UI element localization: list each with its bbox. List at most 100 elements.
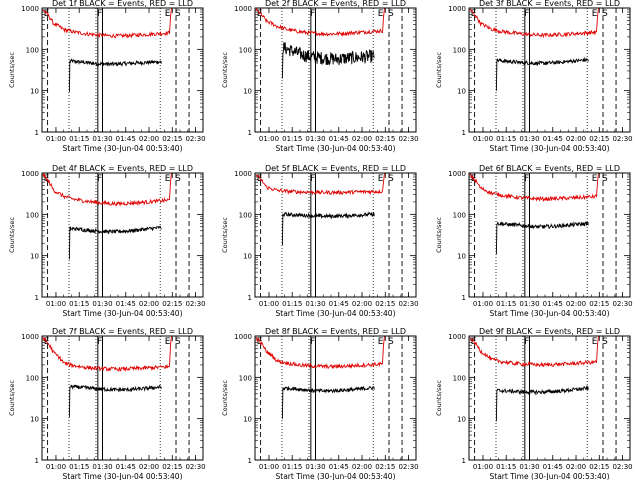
det-8-marker-label: F bbox=[310, 337, 315, 347]
det-7-y-label: Counts/sec bbox=[8, 380, 16, 416]
det-5-y-tick-label: 1000 bbox=[234, 170, 252, 178]
det-6-y-tick-label: 1 bbox=[462, 294, 466, 302]
det-5-marker-label: S bbox=[388, 174, 394, 184]
det-1-x-tick-label: 01:30 bbox=[92, 135, 112, 143]
det-4-lld-series bbox=[42, 172, 172, 207]
det-7-panel: Det 7f BLACK = Events, RED = LLD Counts/s… bbox=[8, 327, 206, 480]
det-3-marker-label: E bbox=[592, 9, 598, 19]
det-9-x-tick-label: 01:15 bbox=[496, 463, 516, 471]
det-5-panel: Det 5f BLACK = Events, RED = LLD Counts/s… bbox=[221, 164, 419, 318]
det-5-y-tick-label: 1 bbox=[248, 294, 252, 302]
det-2-x-tick-label: 01:15 bbox=[282, 135, 302, 143]
det-7-lld-series bbox=[42, 335, 172, 373]
det-1-x-label: Start Time (30-Jun-04 00:53:40) bbox=[63, 144, 183, 153]
det-6-x-tick-label: 02:30 bbox=[612, 300, 632, 308]
det-1-x-tick-label: 01:45 bbox=[116, 135, 136, 143]
det-1-marker-label: F bbox=[97, 9, 102, 19]
det-3-x-tick-label: 02:15 bbox=[589, 135, 609, 143]
det-4-y-tick-label: 1 bbox=[35, 294, 39, 302]
det-7-y-tick-label: 10 bbox=[30, 416, 39, 424]
det-5-x-label: Start Time (30-Jun-04 00:53:40) bbox=[276, 309, 396, 318]
det-6-events-series bbox=[495, 221, 589, 255]
det-6-plot-frame bbox=[468, 172, 631, 298]
det-6-y-tick-label: 100 bbox=[453, 211, 466, 219]
det-4-title: Det 4f BLACK = Events, RED = LLD bbox=[52, 164, 193, 173]
det-3-events-series bbox=[495, 56, 589, 91]
det-7-marker-label: S bbox=[175, 337, 181, 347]
det-2-x-tick-label: 02:00 bbox=[352, 135, 372, 143]
det-1-x-tick-label: 01:15 bbox=[69, 135, 89, 143]
det-4-x-label: Start Time (30-Jun-04 00:53:40) bbox=[63, 309, 183, 318]
det-8-x-tick-label: 01:45 bbox=[329, 463, 349, 471]
det-9-lld-series bbox=[469, 335, 599, 368]
det-1-x-tick-label: 01:00 bbox=[46, 135, 66, 143]
det-6-marker-label: S bbox=[602, 174, 608, 184]
det-6-y-tick-label: 1000 bbox=[448, 170, 466, 178]
det-2-plot-frame bbox=[254, 7, 417, 133]
det-5-x-tick-label: 01:30 bbox=[305, 300, 325, 308]
det-1-y-label: Counts/sec bbox=[8, 52, 16, 88]
det-6-x-tick-label: 01:00 bbox=[473, 300, 493, 308]
det-4-marker-label: F bbox=[97, 174, 102, 184]
det-3-lld-series bbox=[469, 7, 599, 39]
det-3-x-label: Start Time (30-Jun-04 00:53:40) bbox=[490, 144, 610, 153]
det-3-marker-label: S bbox=[602, 9, 608, 19]
det-6-x-tick-label: 01:45 bbox=[543, 300, 563, 308]
det-9-x-tick-label: 01:30 bbox=[519, 463, 539, 471]
det-2-y-label: Counts/sec bbox=[221, 52, 229, 88]
det-8-marker-label: E bbox=[378, 337, 384, 347]
det-9-marker-label: S bbox=[602, 337, 608, 347]
det-1-x-tick-label: 02:15 bbox=[162, 135, 182, 143]
det-3-x-tick-label: 01:00 bbox=[473, 135, 493, 143]
det-5-x-tick-label: 02:30 bbox=[398, 300, 418, 308]
det-4-x-tick-label: 01:45 bbox=[116, 300, 136, 308]
det-2-x-label: Start Time (30-Jun-04 00:53:40) bbox=[276, 144, 396, 153]
det-2-marker-label: S bbox=[388, 9, 394, 19]
det-6-x-tick-label: 01:30 bbox=[519, 300, 539, 308]
det-4-panel: Det 4f BLACK = Events, RED = LLD Counts/s… bbox=[8, 164, 206, 318]
det-1-title: Det 1f BLACK = Events, RED = LLD bbox=[52, 0, 193, 8]
det-6-marker-label: E bbox=[592, 174, 598, 184]
det-2-x-tick-label: 01:45 bbox=[329, 135, 349, 143]
det-8-x-tick-label: 02:15 bbox=[375, 463, 395, 471]
det-1-lld-series bbox=[42, 7, 172, 39]
det-8-marker-label: S bbox=[388, 337, 394, 347]
det-3-x-tick-label: 02:30 bbox=[612, 135, 632, 143]
det-1-marker-label: E bbox=[44, 9, 50, 19]
det-4-marker-label: E bbox=[165, 174, 171, 184]
det-4-events-series bbox=[68, 225, 162, 260]
det-8-x-tick-label: 01:00 bbox=[259, 463, 279, 471]
det-2-events-series bbox=[281, 42, 375, 79]
det-4-x-tick-label: 01:30 bbox=[92, 300, 112, 308]
det-7-plot-frame bbox=[41, 335, 204, 461]
det-4-y-tick-label: 100 bbox=[26, 211, 39, 219]
det-3-plot-frame bbox=[468, 7, 631, 133]
det-6-y-label: Counts/sec bbox=[435, 217, 443, 253]
det-3-x-tick-label: 01:30 bbox=[519, 135, 539, 143]
det-9-y-tick-label: 10 bbox=[457, 416, 466, 424]
det-9-marker-label: E bbox=[592, 337, 598, 347]
det-7-marker-label: F bbox=[97, 337, 102, 347]
det-2-marker-label: E bbox=[378, 9, 384, 19]
det-6-panel: Det 6f BLACK = Events, RED = LLD Counts/s… bbox=[435, 164, 633, 318]
det-8-panel: Det 8f BLACK = Events, RED = LLD Counts/s… bbox=[221, 327, 419, 480]
det-7-y-tick-label: 1 bbox=[35, 457, 39, 465]
det-3-x-tick-label: 02:00 bbox=[566, 135, 586, 143]
det-8-y-tick-label: 1000 bbox=[234, 333, 252, 341]
det-2-panel: Det 2f BLACK = Events, RED = LLD Counts/s… bbox=[221, 0, 419, 153]
det-9-x-tick-label: 01:45 bbox=[543, 463, 563, 471]
det-8-x-tick-label: 02:00 bbox=[352, 463, 372, 471]
det-1-panel: Det 1f BLACK = Events, RED = LLD Counts/s… bbox=[8, 0, 206, 153]
det-8-x-tick-label: 02:30 bbox=[398, 463, 418, 471]
det-5-x-tick-label: 02:00 bbox=[352, 300, 372, 308]
det-4-x-tick-label: 01:00 bbox=[46, 300, 66, 308]
det-9-y-label: Counts/sec bbox=[435, 380, 443, 416]
det-6-x-tick-label: 01:15 bbox=[496, 300, 516, 308]
det-2-x-tick-label: 02:15 bbox=[375, 135, 395, 143]
det-5-plot-frame bbox=[254, 172, 417, 298]
det-7-events-series bbox=[68, 384, 162, 418]
det-8-plot-frame bbox=[254, 335, 417, 461]
det-7-y-tick-label: 100 bbox=[26, 374, 39, 382]
det-7-x-tick-label: 01:00 bbox=[46, 463, 66, 471]
det-1-y-tick-label: 100 bbox=[26, 46, 39, 54]
